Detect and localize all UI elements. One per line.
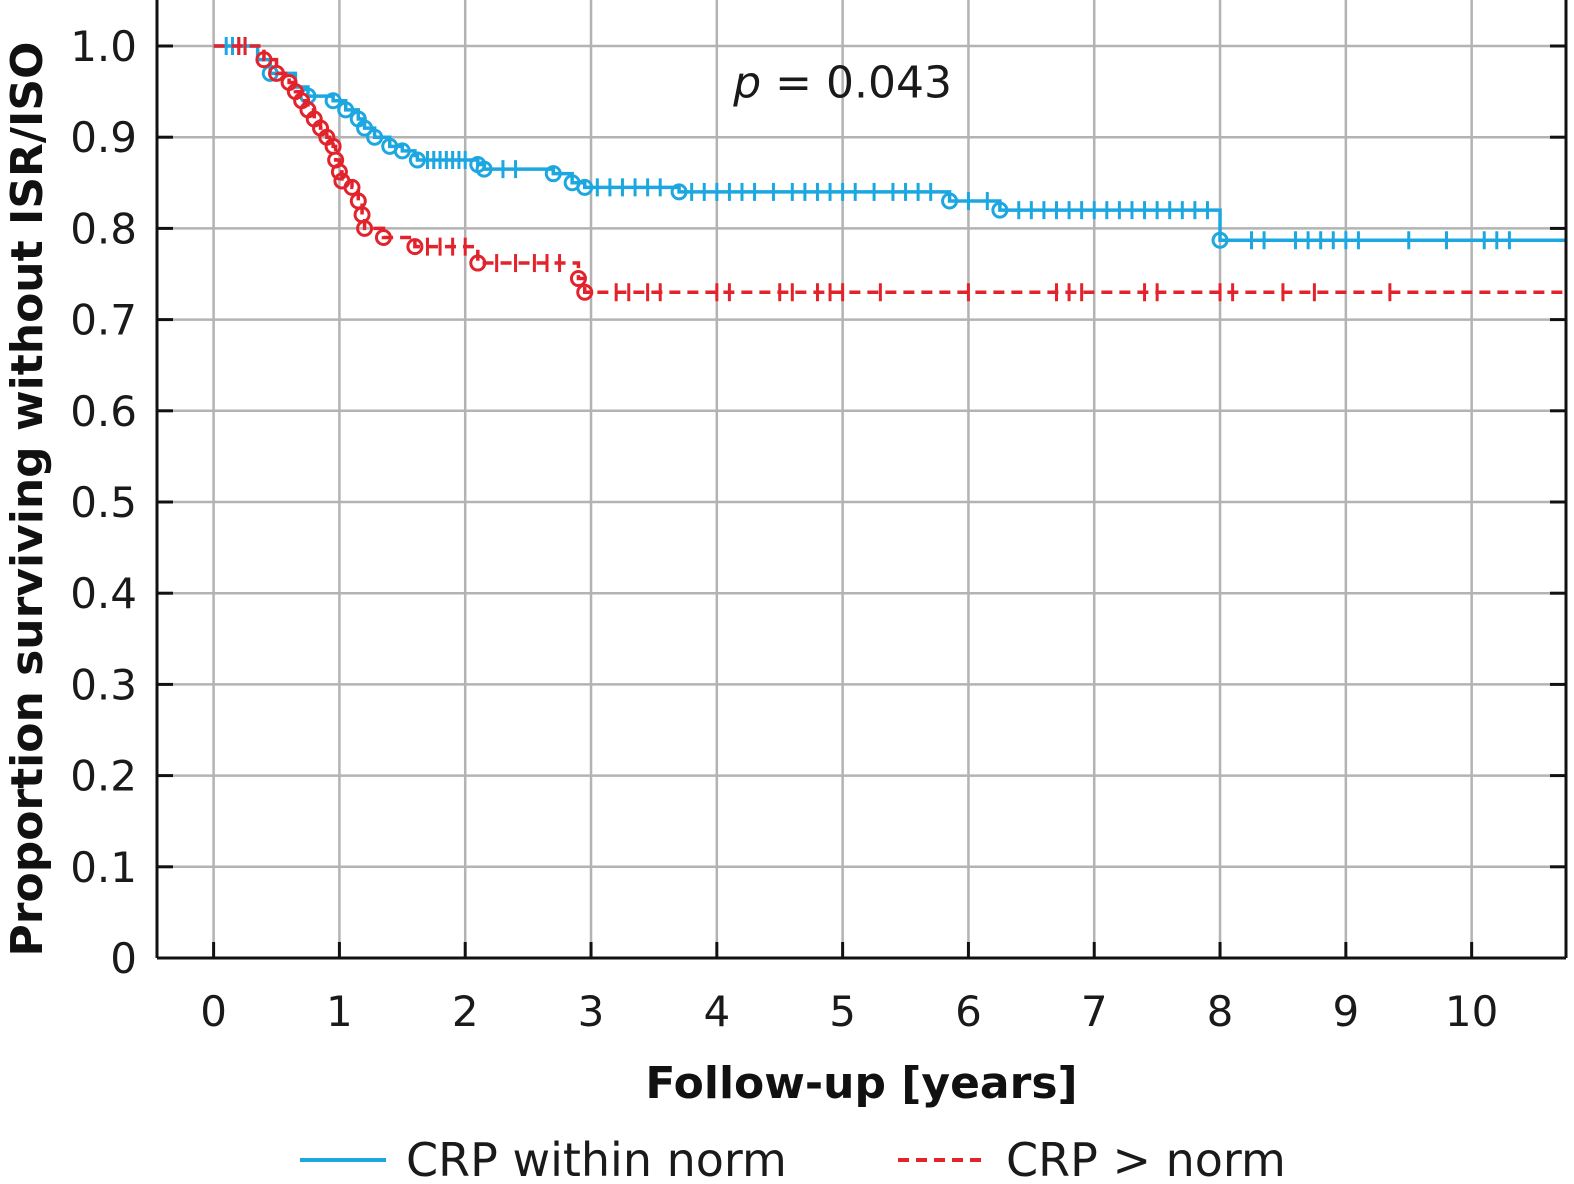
event-marker — [670, 183, 688, 201]
y-tick-label: 0.2 — [70, 752, 137, 801]
event-marker — [576, 283, 594, 301]
x-tick-label: 2 — [452, 987, 479, 1036]
x-tick-label: 5 — [829, 987, 856, 1036]
x-tick-label: 9 — [1332, 987, 1359, 1036]
event-marker — [255, 51, 273, 69]
series-step-line — [213, 44, 1566, 294]
event-marker — [475, 160, 493, 178]
x-tick-label: 8 — [1207, 987, 1234, 1036]
event-marker — [469, 254, 487, 272]
event-marker — [374, 229, 392, 247]
event-marker — [406, 238, 424, 256]
x-tick-label: 10 — [1445, 987, 1498, 1036]
x-tick-label: 7 — [1081, 987, 1108, 1036]
event-marker — [324, 92, 342, 110]
legend-label-crp-above-norm: CRP > norm — [1006, 1133, 1286, 1184]
tick-labels: 0 0.1 0.2 0.3 0.4 0.5 0.6 0.7 0.8 0.9 1.0 0 1 2 3 4 5 6 7 8… — [70, 22, 1498, 1036]
y-tick-label: 0.5 — [70, 478, 137, 527]
series-crp-above-norm — [213, 37, 1566, 302]
event-marker — [356, 119, 374, 137]
p-value-text: = 0.043 — [761, 57, 952, 108]
event-marker — [366, 128, 384, 146]
series-layer — [213, 37, 1566, 302]
event-marker — [576, 178, 594, 196]
event-marker — [1211, 231, 1229, 249]
event-marker — [268, 64, 286, 82]
y-tick-label: 0.6 — [70, 387, 137, 436]
y-tick-label: 0.8 — [70, 204, 137, 253]
event-marker — [941, 192, 959, 210]
plot-frame — [155, 0, 1568, 960]
y-tick-label: 0.3 — [70, 660, 137, 709]
x-tick-label: 6 — [955, 987, 982, 1036]
event-marker — [991, 201, 1009, 219]
p-value-annotation: p = 0.043 — [732, 57, 952, 108]
x-tick-label: 4 — [703, 987, 730, 1036]
legend-label-crp-within-norm: CRP within norm — [406, 1133, 787, 1184]
x-tick-label: 0 — [200, 987, 227, 1036]
event-marker — [393, 142, 411, 160]
y-tick-label: 0.7 — [70, 296, 137, 345]
event-marker — [408, 151, 426, 169]
event-marker — [330, 163, 348, 181]
y-tick-label: 0.1 — [70, 843, 137, 892]
y-tick-label: 1.0 — [70, 22, 137, 71]
event-marker — [544, 165, 562, 183]
event-marker — [569, 270, 587, 288]
y-tick-label: 0.9 — [70, 113, 137, 162]
event-marker — [343, 178, 361, 196]
event-marker — [337, 101, 355, 119]
event-marker — [356, 219, 374, 237]
x-tick-label: 1 — [326, 987, 353, 1036]
y-tick-label: 0 — [110, 934, 137, 983]
y-axis-title: Proportion surviving without ISR/ISO — [2, 42, 53, 957]
x-axis-title: Follow-up [years] — [645, 1058, 1077, 1109]
grid-lines — [157, 0, 1566, 958]
x-tick-label: 3 — [578, 987, 605, 1036]
series-crp-within-norm — [213, 37, 1566, 250]
y-tick-label: 0.4 — [70, 569, 137, 618]
legend: CRP within norm CRP > norm — [300, 1133, 1286, 1184]
p-value-symbol: p — [732, 57, 761, 108]
